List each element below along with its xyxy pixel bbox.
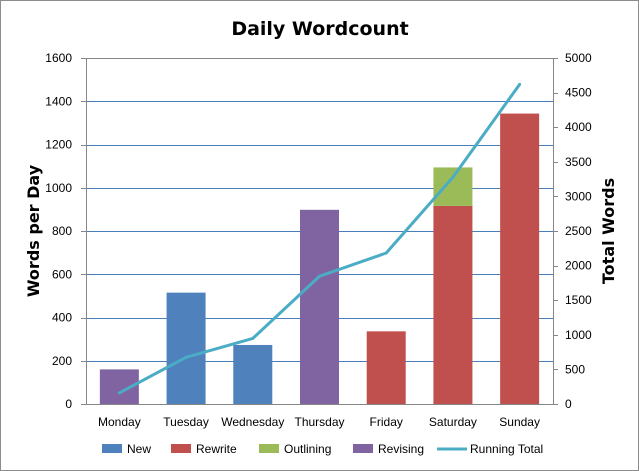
y-tick-label-800: 800	[52, 224, 72, 238]
y2-tick-label-1500: 1500	[565, 293, 592, 307]
legend-swatch-new	[102, 444, 122, 453]
y-tick-label-1600: 1600	[45, 51, 72, 65]
bar-new-wednesday	[233, 344, 273, 404]
y2-tick-label-3500: 3500	[565, 155, 592, 169]
y2-tick-label-4000: 4000	[565, 120, 592, 134]
legend-swatch-rewrite	[171, 444, 191, 453]
legend-label-new: New	[127, 442, 151, 456]
y2-tick-label-1000: 1000	[565, 328, 592, 342]
y-tick-label-400: 400	[52, 311, 72, 325]
bar-revising-thursday	[300, 209, 339, 404]
plot-area: Monday Tuesday Wednesday Thursday Friday Satu…	[45, 51, 592, 429]
legend-label-revising: Revising	[378, 442, 424, 456]
legend: New Rewrite Outlining Revising Running Total	[102, 442, 543, 456]
point-running-total-thursday	[318, 274, 321, 278]
point-running-total-saturday	[451, 175, 455, 179]
y-tick-label-1000: 1000	[45, 181, 72, 195]
point-running-total-friday	[384, 251, 388, 255]
chart-title: Daily Wordcount	[231, 18, 408, 40]
y2-axis-label: Total Words	[599, 178, 618, 284]
point-running-total-sunday	[518, 82, 522, 86]
y2-tick-label-2000: 2000	[565, 259, 592, 273]
bar-rewrite-sunday	[500, 113, 540, 405]
y2-tick-label-500: 500	[565, 362, 585, 376]
x-tick-label-saturday: Saturday	[429, 415, 477, 429]
y2-tick-label-0: 0	[565, 397, 572, 411]
legend-swatch-outlining	[259, 444, 279, 453]
y-axis-label: Words per Day	[24, 164, 43, 297]
y2-tick-label-5000: 5000	[565, 51, 592, 65]
point-running-total-tuesday	[184, 355, 188, 359]
y-tick-label-0: 0	[65, 397, 72, 411]
bar-new-tuesday	[166, 292, 206, 404]
x-tick-label-friday: Friday	[370, 415, 403, 429]
y-tick-label-200: 200	[52, 354, 72, 368]
legend-swatch-revising	[353, 444, 373, 453]
y-tick-label-1200: 1200	[45, 138, 72, 152]
bar-rewrite-saturday	[433, 205, 473, 404]
x-tick-label-sunday: Sunday	[499, 415, 540, 429]
point-running-total-wednesday	[251, 336, 255, 340]
legend-label-outlining: Outlining	[284, 442, 331, 456]
bar-outlining-saturday	[433, 167, 473, 206]
y2-tick-label-2500: 2500	[565, 224, 592, 238]
legend-label-running-total: Running Total	[470, 442, 543, 456]
legend-label-rewrite: Rewrite	[196, 442, 237, 456]
bar-rewrite-friday	[366, 331, 406, 404]
x-tick-label-wednesday: Wednesday	[221, 415, 284, 429]
x-tick-label-thursday: Thursday	[294, 415, 344, 429]
y2-tick-label-3000: 3000	[565, 189, 592, 203]
y2-tick-label-4500: 4500	[565, 86, 592, 100]
y-tick-label-600: 600	[52, 267, 72, 281]
point-running-total-monday	[117, 391, 121, 395]
x-tick-label-tuesday: Tuesday	[163, 415, 209, 429]
x-tick-label-monday: Monday	[98, 415, 141, 429]
y-tick-label-1400: 1400	[45, 94, 72, 108]
